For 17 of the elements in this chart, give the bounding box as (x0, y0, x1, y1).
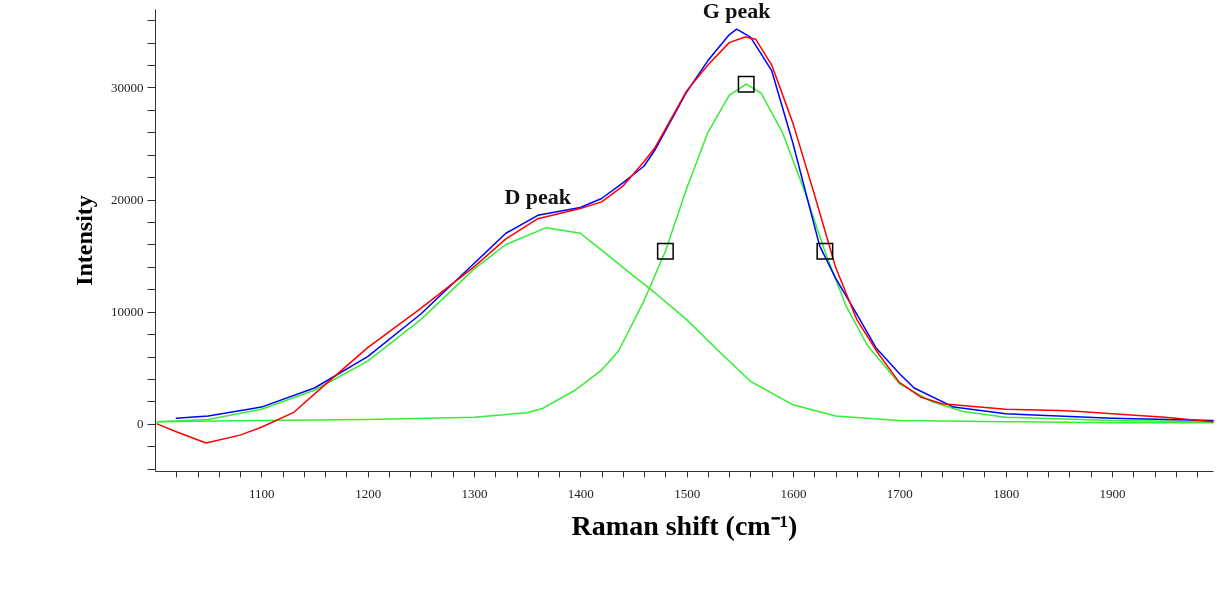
y-axis-title: Intensity (71, 195, 97, 286)
x-tick-label: 1200 (355, 485, 382, 501)
annotation: D peak (504, 184, 572, 210)
y-tick-label: 20000 (111, 192, 144, 208)
y-tick-label: 10000 (111, 304, 144, 320)
x-tick-label: 1300 (461, 485, 488, 501)
x-axis-title: Raman shift (cm⁻¹) (571, 509, 798, 541)
y-tick-label: 0 (137, 416, 144, 432)
y-tick-label: 30000 (111, 80, 144, 95)
x-tick-label: 1600 (780, 485, 807, 501)
x-tick-label: 1400 (567, 485, 594, 501)
x-tick-label: 1900 (1099, 485, 1126, 501)
x-tick-label: 1800 (993, 485, 1020, 501)
x-tick-label: 1500 (674, 485, 701, 501)
x-tick-label: 1100 (249, 485, 275, 501)
annotation: G peak (702, 0, 772, 24)
x-tick-label: 1700 (886, 485, 913, 501)
